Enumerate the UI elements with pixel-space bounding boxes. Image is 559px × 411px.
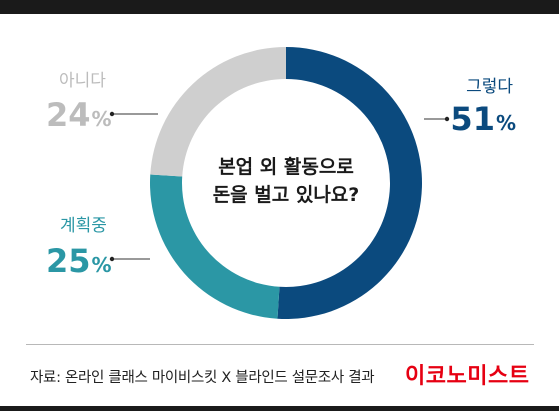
slice-value-1: 51% <box>450 100 516 138</box>
footer-divider <box>26 344 534 345</box>
donut-slice-2 <box>150 174 280 319</box>
slice-value-number: 25 <box>46 242 91 280</box>
donut-slice-3 <box>150 47 286 177</box>
top-bar <box>0 0 559 14</box>
leader-dot-3 <box>109 111 115 117</box>
slice-value-3: 24% <box>46 96 112 134</box>
slice-value-unit: % <box>92 253 112 277</box>
brand-logo: 이코노미스트 <box>405 364 530 389</box>
slice-value-unit: % <box>496 111 516 135</box>
slice-label-1: 그렇다 <box>466 77 513 97</box>
slice-value-number: 24 <box>46 96 91 134</box>
leader-dot-2 <box>109 256 115 262</box>
donut-slice-1 <box>277 46 423 320</box>
center-text-line-1: 본업 외 활동으로 <box>218 156 354 178</box>
slice-value-unit: % <box>92 107 112 131</box>
bottom-bar <box>0 406 559 411</box>
chart-leaders <box>109 111 450 262</box>
slice-value-number: 51 <box>450 100 495 138</box>
chart-labels: 그렇다 51% 계획중 25% 아니다 24% <box>46 71 516 280</box>
chart-slices <box>150 46 423 320</box>
slice-label-2: 계획중 <box>60 216 107 236</box>
center-text-line-2: 돈을 벌고 있나요? <box>213 184 360 206</box>
leader-dot-1 <box>444 116 450 122</box>
slice-label-3: 아니다 <box>59 71 106 91</box>
source-note: 자료: 온라인 클래스 마이비스킷 X 블라인드 설문조사 결과 <box>30 370 375 386</box>
slice-value-2: 25% <box>46 242 112 280</box>
